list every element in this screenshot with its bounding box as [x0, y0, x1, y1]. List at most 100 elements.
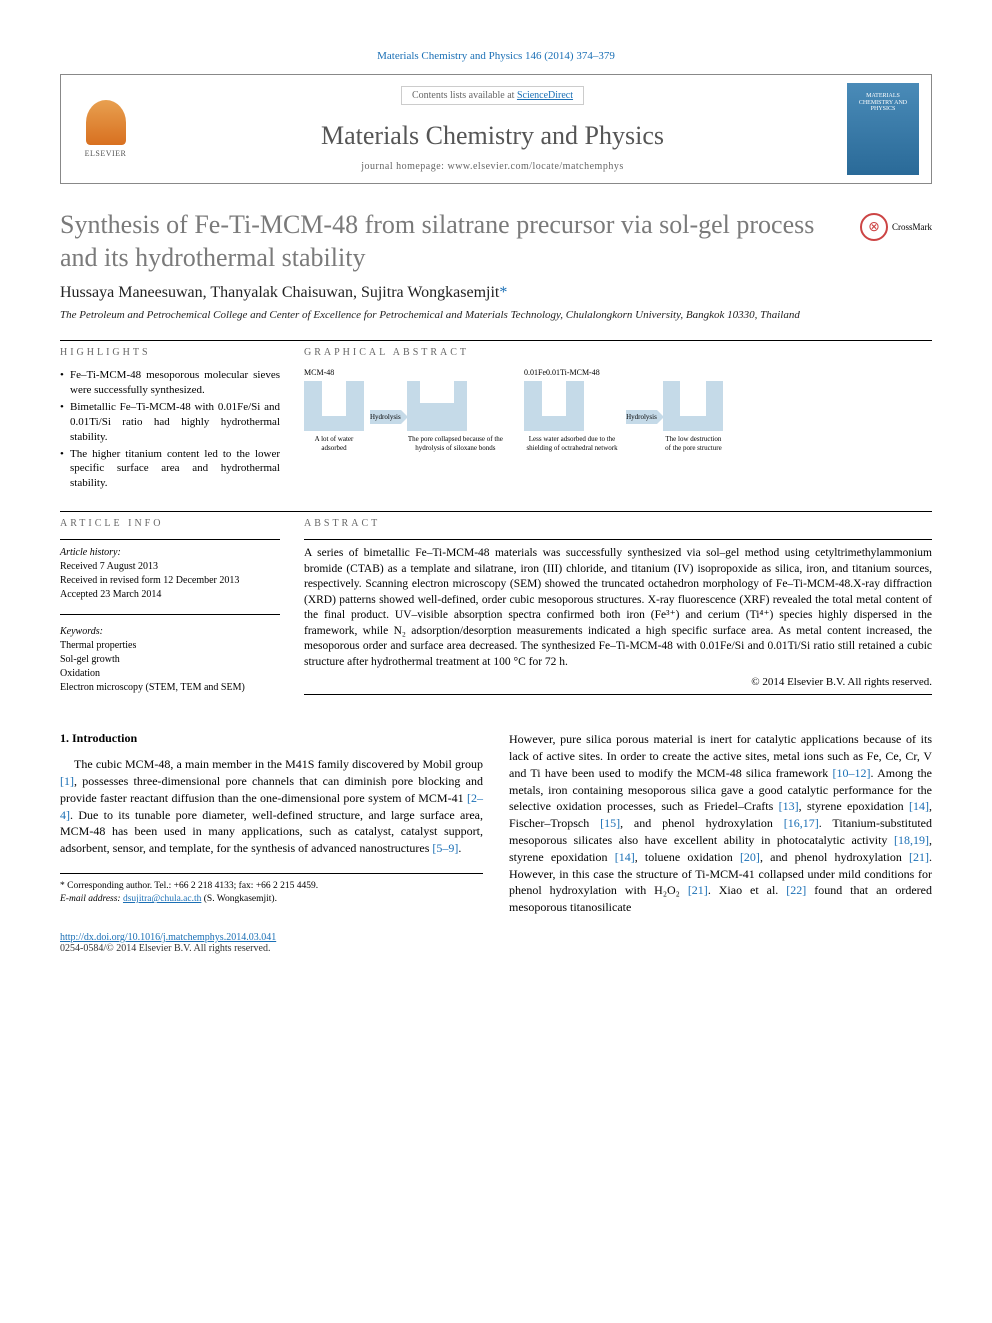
email-link[interactable]: dsujitra@chula.ac.th: [123, 894, 201, 904]
pore-diagram-icon: [304, 381, 364, 431]
keyword: Sol-gel growth: [60, 653, 280, 667]
crossmark-badge[interactable]: ⊗ CrossMark: [860, 213, 932, 241]
citation-link[interactable]: [15]: [600, 816, 620, 830]
citation-link[interactable]: [13]: [779, 799, 799, 813]
article-info-header: ARTICLE INFO: [60, 518, 280, 529]
abstract-header: ABSTRACT: [304, 518, 932, 529]
authors-line: Hussaya Maneesuwan, Thanyalak Chaisuwan,…: [60, 284, 932, 302]
citation-link[interactable]: [10–12]: [832, 766, 870, 780]
keyword: Thermal properties: [60, 639, 280, 653]
revised-date: Received in revised form 12 December 201…: [60, 574, 280, 588]
citation-link[interactable]: [5–9]: [432, 841, 458, 855]
text-span: .: [458, 841, 461, 855]
journal-homepage: journal homepage: www.elsevier.com/locat…: [150, 161, 835, 172]
elsevier-tree-icon: [86, 100, 126, 145]
keyword: Electron microscopy (STEM, TEM and SEM): [60, 681, 280, 695]
divider: [304, 694, 932, 695]
keywords-block: Keywords: Thermal properties Sol-gel gro…: [60, 625, 280, 695]
accepted-date: Accepted 23 March 2014: [60, 588, 280, 602]
authors-names: Hussaya Maneesuwan, Thanyalak Chaisuwan,…: [60, 284, 499, 301]
email-suffix: (S. Wongkasemjit).: [201, 894, 277, 904]
highlight-item: Bimetallic Fe–Ti-MCM-48 with 0.01Fe/Si a…: [60, 400, 280, 445]
highlight-item: Fe–Ti-MCM-48 mesoporous molecular sieves…: [60, 368, 280, 398]
body-left-col: 1. Introduction The cubic MCM-48, a main…: [60, 731, 483, 916]
divider: [60, 614, 280, 615]
crossmark-label: CrossMark: [892, 222, 932, 232]
ga-label-left: MCM-48: [304, 368, 504, 377]
issn-line: 0254-0584/© 2014 Elsevier B.V. All right…: [60, 943, 932, 954]
corresponding-author-box: * Corresponding author. Tel.: +66 2 218 …: [60, 873, 483, 907]
ga-caption: A lot of water adsorbed: [304, 435, 364, 452]
graphical-abstract-header: GRAPHICAL ABSTRACT: [304, 347, 932, 358]
text-span: , possesses three-dimensional pore chann…: [60, 774, 483, 805]
homepage-prefix: journal homepage:: [361, 161, 447, 172]
header-citation: Materials Chemistry and Physics 146 (201…: [60, 50, 932, 62]
banner-center: Contents lists available at ScienceDirec…: [138, 86, 847, 172]
highlights-list: Fe–Ti-MCM-48 mesoporous molecular sieves…: [60, 368, 280, 491]
intro-paragraph-1: The cubic MCM-48, a main member in the M…: [60, 756, 483, 857]
citation-link[interactable]: [14]: [615, 850, 635, 864]
pore-diagram-icon: [524, 381, 584, 431]
abstract-copyright: © 2014 Elsevier B.V. All rights reserved…: [304, 676, 932, 688]
body-right-col: However, pure silica porous material is …: [509, 731, 932, 916]
ga-right-block: 0.01Fe0.01Ti-MCM-48 Less water adsorbed …: [524, 368, 724, 452]
pore-collapsed-icon: [407, 381, 467, 431]
ga-caption: The pore collapsed because of the hydrol…: [407, 435, 504, 452]
citation-link[interactable]: [20]: [740, 850, 760, 864]
pore-stable-icon: [663, 381, 723, 431]
contents-lists-prefix: Contents lists available at: [412, 90, 517, 101]
elsevier-logo: ELSEVIER: [73, 92, 138, 167]
citation-link[interactable]: [22]: [786, 883, 806, 897]
ga-left-block: MCM-48 A lot of water adsorbed Hydrolysi…: [304, 368, 504, 452]
citation-link[interactable]: [18,19]: [894, 833, 929, 847]
corresponding-star: *: [499, 284, 507, 301]
abstract-text: A series of bimetallic Fe–Ti-MCM-48 mate…: [304, 546, 932, 670]
homepage-url[interactable]: www.elsevier.com/locate/matchemphys: [447, 161, 623, 172]
affiliation: The Petroleum and Petrochemical College …: [60, 308, 932, 322]
hydrolysis-arrow-icon: Hydrolysis: [370, 410, 401, 424]
page-footer: http://dx.doi.org/10.1016/j.matchemphys.…: [60, 932, 932, 954]
cover-text: MATERIALS CHEMISTRY AND PHYSICS: [851, 93, 915, 113]
ga-label-right: 0.01Fe0.01Ti-MCM-48: [524, 368, 724, 377]
text-span: , and phenol hydroxylation: [620, 816, 784, 830]
divider: [60, 511, 932, 512]
elsevier-logo-text: ELSEVIER: [85, 149, 127, 158]
intro-heading: 1. Introduction: [60, 731, 483, 746]
citation-link[interactable]: [1]: [60, 774, 74, 788]
divider: [304, 539, 932, 540]
corresponding-tel: * Corresponding author. Tel.: +66 2 218 …: [60, 880, 483, 893]
hydrolysis-arrow-icon: Hydrolysis: [626, 410, 657, 424]
ga-caption: The low destruction of the pore structur…: [663, 435, 724, 452]
divider: [60, 340, 932, 341]
keywords-label: Keywords:: [60, 625, 280, 639]
citation-link[interactable]: [21]: [909, 850, 929, 864]
article-title: Synthesis of Fe-Ti-MCM-48 from silatrane…: [60, 209, 840, 274]
journal-cover-thumb: MATERIALS CHEMISTRY AND PHYSICS: [847, 83, 919, 175]
text-span: . Due to its tunable pore diameter, well…: [60, 808, 483, 856]
citation-link[interactable]: [14]: [909, 799, 929, 813]
journal-name: Materials Chemistry and Physics: [150, 121, 835, 151]
intro-paragraph-2: However, pure silica porous material is …: [509, 731, 932, 916]
history-label: Article history:: [60, 546, 280, 560]
contents-lists-bar: Contents lists available at ScienceDirec…: [401, 86, 584, 105]
text-span: , and phenol hydroxylation: [760, 850, 909, 864]
text-span: , toluene oxidation: [635, 850, 740, 864]
crossmark-icon: ⊗: [860, 213, 888, 241]
ga-caption: Less water adsorbed due to the shielding…: [524, 435, 620, 452]
sciencedirect-link[interactable]: ScienceDirect: [517, 90, 573, 101]
doi-link[interactable]: http://dx.doi.org/10.1016/j.matchemphys.…: [60, 932, 276, 943]
email-label: E-mail address:: [60, 894, 123, 904]
citation-link[interactable]: [21]: [688, 883, 708, 897]
journal-banner: ELSEVIER Contents lists available at Sci…: [60, 74, 932, 184]
text-span: , styrene epoxidation: [799, 799, 909, 813]
highlight-item: The higher titanium content led to the l…: [60, 447, 280, 492]
keyword: Oxidation: [60, 667, 280, 681]
text-span: . Xiao et al.: [708, 883, 786, 897]
received-date: Received 7 August 2013: [60, 560, 280, 574]
graphical-abstract: MCM-48 A lot of water adsorbed Hydrolysi…: [304, 368, 932, 452]
citation-link[interactable]: [16,17]: [784, 816, 819, 830]
highlights-header: HIGHLIGHTS: [60, 347, 280, 358]
text-span: The cubic MCM-48, a main member in the M…: [74, 757, 483, 771]
divider: [60, 539, 280, 540]
article-history: Article history: Received 7 August 2013 …: [60, 546, 280, 602]
